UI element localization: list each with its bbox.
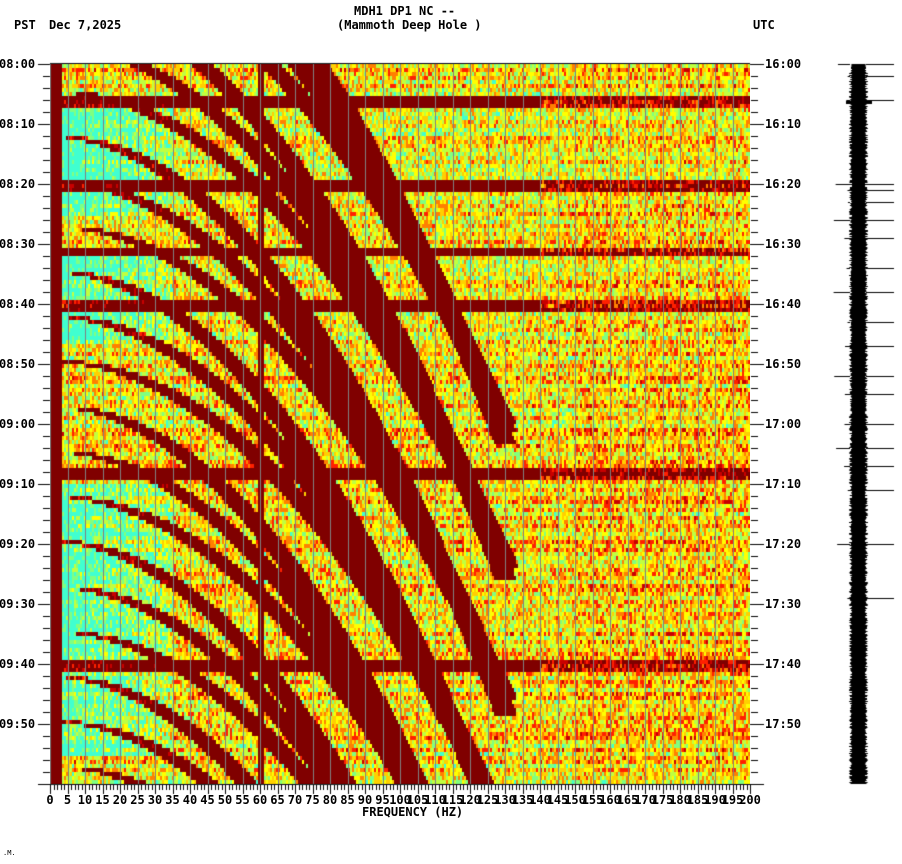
y-tick-right-label: 16:20	[765, 177, 802, 191]
y-tick-right-label: 16:50	[765, 357, 802, 371]
x-tick-label: 25	[130, 793, 145, 807]
x-tick-label: 120	[459, 793, 481, 807]
x-tick-label: 130	[494, 793, 516, 807]
y-tick-right-label: 16:40	[765, 297, 802, 311]
spectrogram-plot	[50, 64, 750, 784]
y-tick-left-label: 09:20	[0, 537, 36, 551]
x-tick-label: 115	[441, 793, 464, 807]
x-tick-label: 95	[375, 793, 390, 807]
x-tick-label: 180	[669, 793, 691, 807]
left-timezone-label: PST	[14, 18, 36, 32]
x-tick-label: 145	[546, 793, 569, 807]
x-tick-label: 75	[305, 793, 320, 807]
y-tick-right-label: 16:00	[765, 57, 802, 71]
chart-title-station: MDH1 DP1 NC --	[354, 4, 456, 18]
x-tick-label: 65	[270, 793, 285, 807]
y-tick-right-label: 17:20	[765, 537, 802, 551]
y-tick-left-label: 08:20	[0, 177, 36, 191]
y-tick-left-label: 09:00	[0, 417, 36, 431]
x-tick-label: 170	[634, 793, 656, 807]
y-tick-right-label: 17:10	[765, 477, 802, 491]
y-tick-left-label: 08:30	[0, 237, 36, 251]
x-tick-label: 55	[235, 793, 250, 807]
x-tick-label: 140	[529, 793, 551, 807]
x-tick-label: 15	[95, 793, 110, 807]
x-tick-label: 30	[147, 793, 163, 807]
x-tick-label: 150	[564, 793, 586, 807]
y-tick-left-label: 08:00	[0, 57, 36, 71]
x-tick-label: 155	[581, 793, 604, 807]
x-axis-title: FREQUENCY (HZ)	[362, 805, 464, 819]
x-tick-label: 200	[739, 793, 761, 807]
x-tick-label: 50	[217, 793, 233, 807]
x-tick-label: 135	[511, 793, 534, 807]
y-tick-right-label: 16:10	[765, 117, 802, 131]
y-tick-right-label: 17:40	[765, 657, 802, 671]
x-tick-label: 160	[599, 793, 621, 807]
x-tick-label: 20	[112, 793, 128, 807]
x-tick-label: 80	[322, 793, 338, 807]
x-tick-label: 5	[63, 793, 72, 807]
x-tick-label: 125	[476, 793, 499, 807]
date-label: Dec 7,2025	[49, 18, 122, 32]
y-tick-left-label: 08:10	[0, 117, 36, 131]
x-tick-label: 70	[287, 793, 303, 807]
x-tick-label: 60	[252, 793, 268, 807]
corner-mark: .M.	[3, 849, 16, 857]
x-tick-label: 45	[200, 793, 215, 807]
y-tick-right-label: 16:30	[765, 237, 802, 251]
x-tick-label: 105	[406, 793, 429, 807]
x-tick-label: 40	[182, 793, 198, 807]
x-tick-label: 175	[651, 793, 674, 807]
x-tick-label: 195	[721, 793, 744, 807]
y-tick-left-label: 08:50	[0, 357, 36, 371]
y-tick-left-label: 08:40	[0, 297, 36, 311]
x-tick-label: 110	[424, 793, 446, 807]
y-tick-left-label: 09:30	[0, 597, 36, 611]
x-tick-label: 190	[704, 793, 726, 807]
x-tick-label: 0	[46, 793, 54, 807]
seismogram-trace	[830, 60, 902, 790]
x-tick-label: 165	[616, 793, 639, 807]
x-tick-label: 90	[357, 793, 373, 807]
y-tick-right-label: 17:50	[765, 717, 802, 731]
y-tick-right-label: 17:30	[765, 597, 802, 611]
x-tick-label: 85	[340, 793, 355, 807]
y-tick-left-label: 09:10	[0, 477, 36, 491]
x-tick-label: 10	[77, 793, 93, 807]
y-tick-right-label: 17:00	[765, 417, 802, 431]
x-tick-label: 35	[165, 793, 180, 807]
y-tick-left-label: 09:40	[0, 657, 36, 671]
x-tick-label: 185	[686, 793, 709, 807]
y-tick-left-label: 09:50	[0, 717, 36, 731]
x-tick-label: 100	[389, 793, 411, 807]
chart-title-site: (Mammoth Deep Hole )	[337, 18, 482, 32]
right-timezone-label: UTC	[753, 18, 775, 32]
